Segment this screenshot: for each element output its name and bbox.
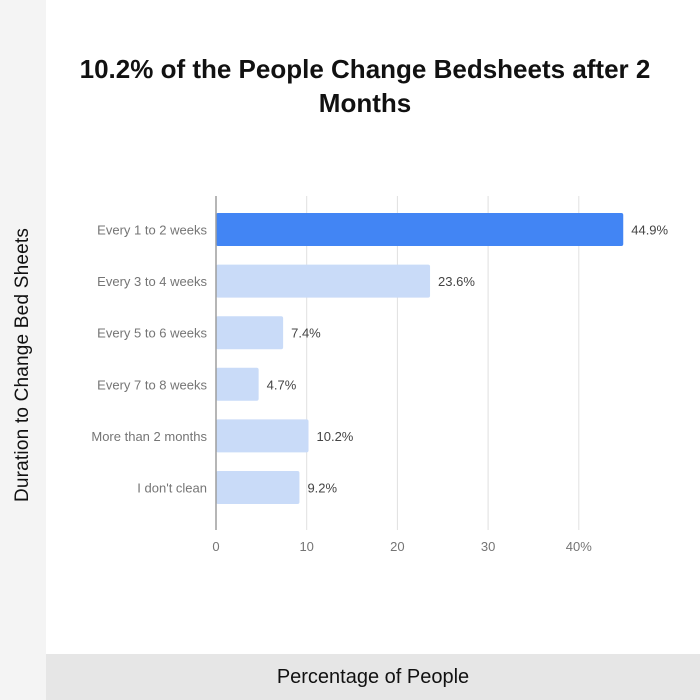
value-label: 7.4% [291,326,321,341]
value-label: 10.2% [317,429,354,444]
bar [216,471,300,504]
x-axis-label: Percentage of People [276,666,470,688]
x-tick-label: 0 [212,539,219,554]
category-label: Every 3 to 4 weeks [97,274,207,289]
value-label: 23.6% [438,274,475,289]
value-label: 9.2% [307,481,337,496]
bar [216,213,624,246]
category-label: Every 7 to 8 weeks [97,377,207,392]
x-tick-label: 20 [390,539,404,554]
category-label: More than 2 months [91,429,207,444]
category-label: Every 1 to 2 weeks [97,223,207,238]
bottom-band [46,654,700,700]
category-label: Every 5 to 6 weeks [97,326,207,341]
value-label: 44.9% [631,223,668,238]
x-tick-label: 30 [481,539,495,554]
x-tick-label: 40% [566,539,592,554]
chart-title: 10.2% of the People Change Bedsheets aft… [79,54,651,118]
value-label: 4.7% [267,377,297,392]
bar [216,419,309,453]
bar [216,367,259,401]
bar [216,316,284,350]
category-label: I don't clean [137,481,207,496]
x-tick-label: 10 [299,539,313,554]
left-band [0,0,46,700]
bar [216,264,431,298]
